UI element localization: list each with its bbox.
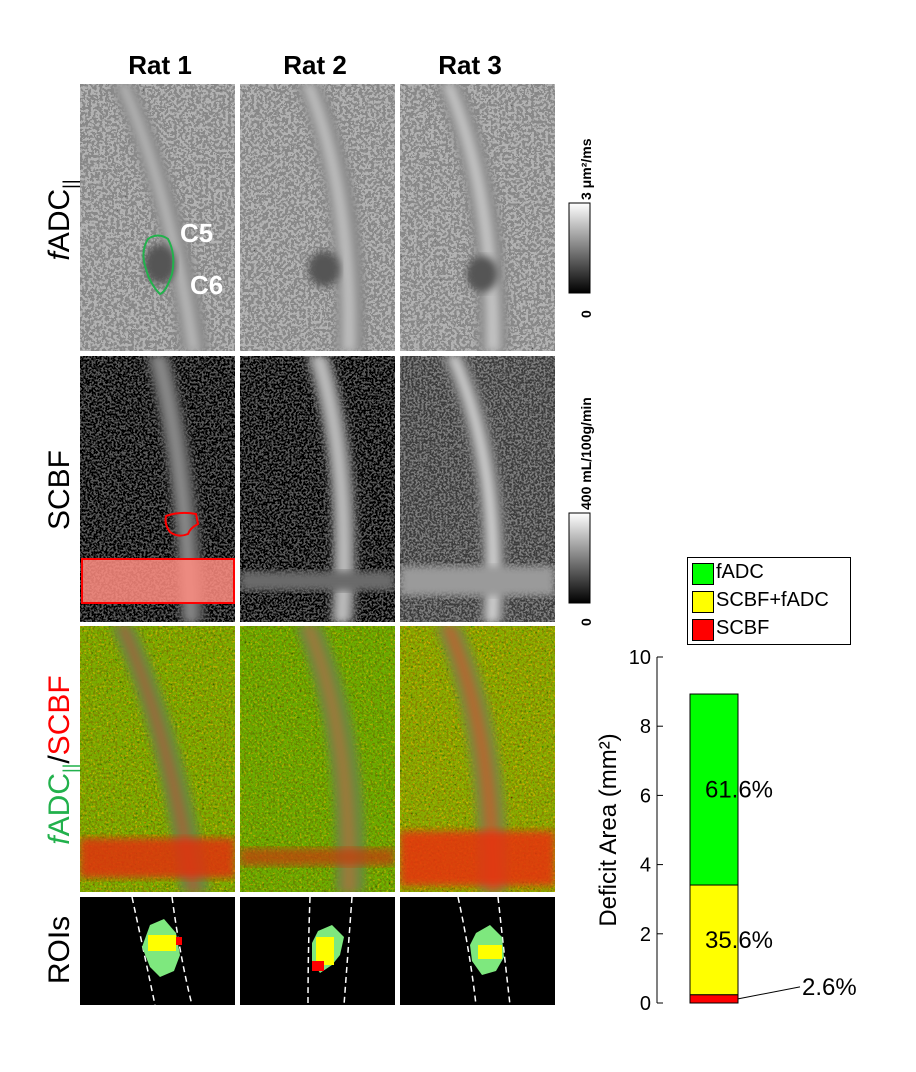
roi-outline-fadc (142, 234, 175, 296)
data-label-scbf: 2.6% (802, 974, 857, 1001)
y-tick-label-0: 0 (640, 993, 651, 1015)
row-label-rois: ROIs (43, 915, 76, 985)
bar-segment-fadc (689, 693, 739, 886)
label-leader-line (737, 986, 801, 1000)
y-tick-label-10: 10 (629, 647, 651, 669)
column-title-rat-1: Rat 1 (128, 50, 192, 80)
legend-item-fadc: fADC (692, 561, 848, 585)
scbf-panel-rat-3 (400, 356, 555, 622)
excluded-region (81, 558, 235, 604)
scbf-colorbar-min: 0 (578, 618, 594, 626)
fadc-colorbar-max: 3 μm²/ms (578, 138, 594, 201)
bar-segment-scbf (689, 994, 739, 1004)
y-tick-label-2: 2 (640, 924, 651, 946)
row-label-scbf: SCBF (43, 450, 76, 531)
data-label-scbf-fadc: 35.6% (705, 927, 773, 954)
roi-panel-rat-1 (80, 897, 235, 1005)
overlay-panel-rat-3 (400, 626, 555, 892)
legend-item-scbf: SCBF (692, 617, 848, 641)
roi-panel-rat-2 (240, 897, 395, 1005)
vertebra-label-c5: C5 (180, 218, 214, 248)
row-label-fadc: fADC|| (43, 179, 80, 261)
chart-legend: fADC SCBF+fADC SCBF (687, 557, 851, 645)
fadc-panel-rat-2 (240, 84, 395, 351)
column-title-rat-3: Rat 3 (438, 50, 502, 80)
fadc-colorbar (568, 202, 591, 294)
scbf-colorbar-max: 400 mL/100g/min (578, 397, 594, 510)
vertebra-label-c6: C6 (190, 270, 224, 300)
y-tick-label-8: 8 (640, 716, 651, 738)
y-tick-label-6: 6 (640, 785, 651, 807)
legend-swatch-fadc (692, 563, 714, 585)
fadc-colorbar-min: 0 (578, 310, 594, 318)
legend-item-scbf-fadc: SCBF+fADC (692, 589, 848, 613)
scbf-panel-rat-2 (240, 356, 395, 622)
roi-outline-scbf (164, 511, 200, 537)
legend-swatch-scbf-fadc (692, 591, 714, 613)
overlay-panel-rat-1 (80, 626, 235, 892)
y-tick-label-4: 4 (640, 855, 651, 877)
fadc-panel-rat-3 (400, 84, 555, 351)
data-label-fadc: 61.6% (705, 777, 773, 804)
scbf-colorbar (568, 512, 591, 604)
deficit-area-chart: 0 2 4 6 8 10 Deficit Area (mm²) 2.6% 35.6% 61.6% (595, 647, 857, 1015)
fadc-panel-rat-1 (80, 84, 235, 351)
overlay-panel-rat-2 (240, 626, 395, 892)
scbf-panel-rat-1 (80, 356, 235, 622)
bar-segment-scbf-fadc (689, 884, 739, 996)
legend-swatch-scbf (692, 619, 714, 641)
column-title-rat-2: Rat 2 (283, 50, 347, 80)
y-axis-label: Deficit Area (mm²) (595, 733, 622, 926)
roi-panel-rat-3 (400, 897, 555, 1005)
